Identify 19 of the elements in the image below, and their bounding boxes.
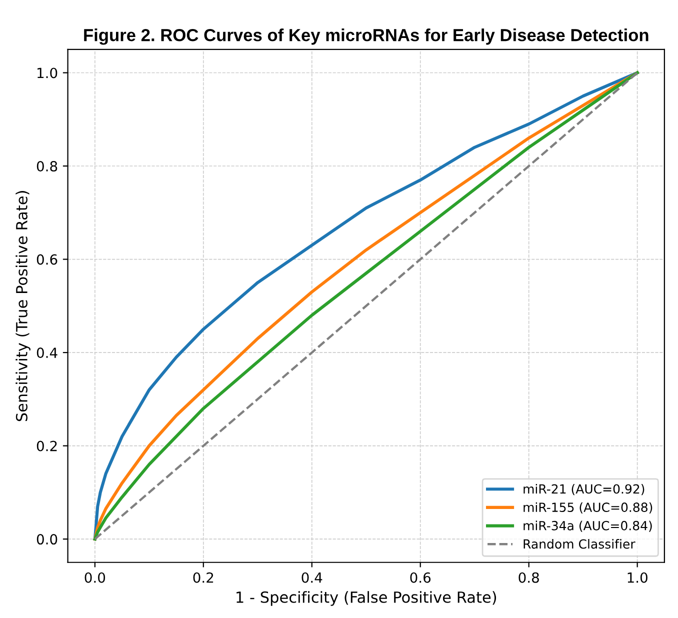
y-tick-label: 0.0 <box>36 534 58 545</box>
y-tick-label: 0.4 <box>36 348 58 358</box>
y-axis-title: Sensitivity (True Positive Rate) <box>16 191 30 422</box>
x-tick-label: 0.4 <box>302 572 322 583</box>
x-tick-label: 1.0 <box>628 572 648 583</box>
x-axis-title: 1 - Specificity (False Positive Rate) <box>236 591 496 606</box>
y-tick-label: 0.2 <box>36 440 57 452</box>
x-tick-label: 0.6 <box>410 572 431 583</box>
y-tick-label: 0.8 <box>36 160 58 172</box>
x-tick-label: 0.0 <box>84 572 106 583</box>
chart-title: Figure 2. ROC Curves of Key microRNAs for Early Disease Detection <box>84 28 648 45</box>
x-tick-label: 0.8 <box>518 572 539 583</box>
y-tick-label: 1.0 <box>38 68 58 78</box>
legend-label: miR-34a (AUC=0.84) <box>524 520 652 532</box>
legend-label: Random Classifier <box>524 539 636 549</box>
y-tick-label: 0.6 <box>36 254 58 265</box>
x-tick-label: 0.2 <box>193 572 214 583</box>
legend-label: miR-21 (AUC=0.92) <box>524 484 644 496</box>
legend-label: miR-155 (AUC=0.88) <box>524 502 652 514</box>
